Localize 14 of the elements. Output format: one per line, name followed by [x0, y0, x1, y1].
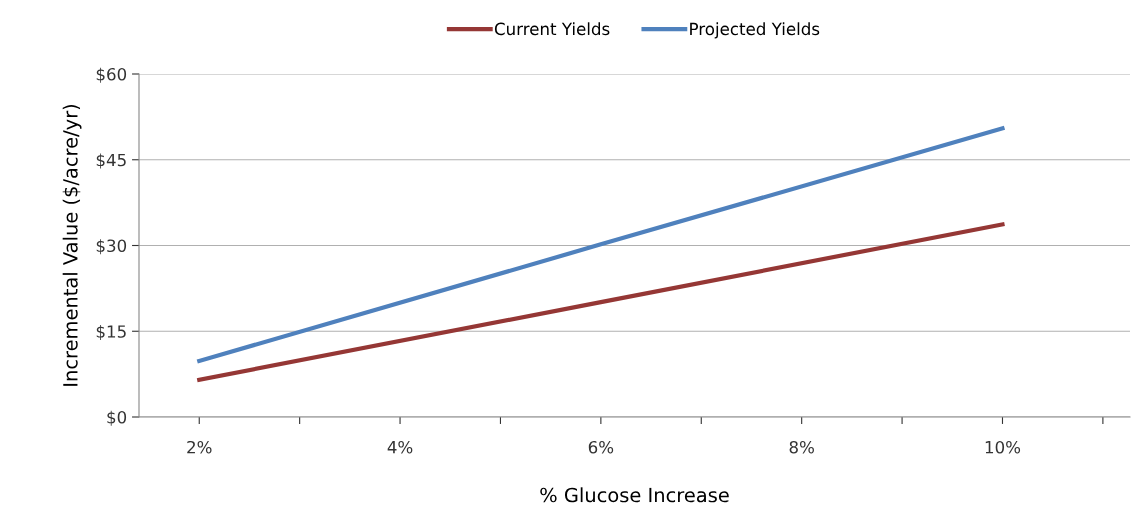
- y-tick-label: $60: [96, 67, 127, 83]
- x-tick-label: 4%: [387, 440, 413, 454]
- x-axis-title: % Glucose Increase: [540, 487, 729, 503]
- x-tick-label: 10%: [985, 440, 1021, 454]
- y-tick-label: $0: [107, 410, 127, 426]
- y-axis-title: Incremental Value ($/acre/yr): [62, 104, 82, 386]
- y-tick-label: $45: [96, 153, 126, 169]
- x-tick-label: 6%: [588, 440, 614, 454]
- x-tick-label: 2%: [187, 440, 212, 454]
- y-tick-label: $15: [96, 324, 126, 341]
- legend-label: Projected Yields: [690, 22, 820, 39]
- legend-label: Current Yields: [494, 22, 610, 36]
- x-tick-label: 8%: [789, 440, 814, 454]
- y-tick-label: $30: [96, 239, 127, 255]
